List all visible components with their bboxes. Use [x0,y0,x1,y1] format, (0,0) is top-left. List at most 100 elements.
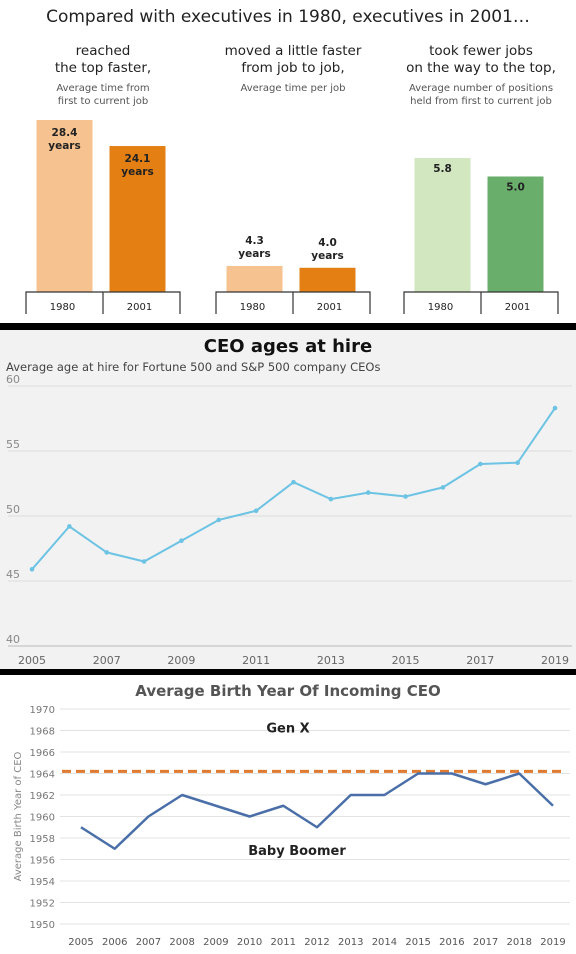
age-data-point [515,460,520,465]
bar-2001 [299,267,356,292]
bar-value-label: 24.1 [125,153,151,165]
group-subtitle-line: Average time per job [240,83,345,94]
bar-1980 [36,120,93,292]
x-tick-label: 2015 [392,654,420,667]
bar-value-label: years [238,248,270,260]
bar-1980 [226,265,283,292]
y-tick-label: 50 [6,503,20,516]
executive-comparison-panel: Compared with executives in 1980, execut… [0,0,576,323]
x-tick-label: 2009 [167,654,195,667]
panel1-title: Compared with executives in 1980, execut… [46,7,530,27]
group-heading-line: moved a little faster [225,43,362,59]
bar-category-label: 2001 [127,302,152,313]
x-tick-label: 2011 [271,937,296,948]
age-data-point [216,517,222,523]
x-tick-label: 2018 [507,937,532,948]
gen-x-annotation: Gen X [266,722,309,737]
x-tick-label: 2015 [405,937,430,948]
y-tick-label: 45 [6,568,20,581]
x-tick-label: 2013 [338,937,363,948]
y-tick-label: 1960 [30,813,55,824]
x-tick-label: 2006 [102,937,127,948]
x-tick-label: 2008 [169,937,194,948]
x-tick-label: 2013 [317,654,345,667]
category-bracket [25,291,181,314]
group-subtitle-line: Average time from [56,83,149,94]
x-tick-label: 2007 [136,937,161,948]
age-data-point [179,538,184,543]
y-tick-label: 1954 [30,877,55,888]
group-subtitle-line: Average number of positions [409,83,553,94]
bar-value-label: 5.0 [506,181,525,193]
bar-category-label: 1980 [50,302,75,313]
y-tick-label: 55 [6,438,20,451]
group-heading-line: took fewer jobs [429,43,533,59]
bar-category-label: 1980 [240,302,265,313]
x-tick-label: 2010 [237,937,262,948]
x-tick-label: 2005 [18,654,46,667]
bar-value-label: years [48,140,80,152]
y-tick-label: 1968 [30,727,55,738]
baby-boomer-annotation: Baby Boomer [248,844,346,859]
age-data-point [403,494,408,499]
bar-value-label: years [121,166,153,178]
y-tick-label: 1956 [30,856,55,867]
group-heading-line: on the way to the top, [406,60,556,76]
age-data-point [253,508,259,514]
x-tick-label: 2009 [203,937,228,948]
age-data-point [141,559,147,564]
panel2-subtitle: Average age at hire for Fortune 500 and … [6,360,380,374]
x-tick-label: 2019 [540,937,565,948]
category-bracket [215,291,371,314]
executive-comparison-chart: Compared with executives in 1980, execut… [25,7,559,314]
age-data-point [365,490,371,495]
panel3-title: Average Birth Year Of Incoming CEO [135,682,441,700]
y-tick-label: 1950 [30,920,55,931]
bar-value-label: years [311,250,343,262]
bar-value-label: 28.4 [52,127,78,139]
age-data-point [104,550,110,555]
y-tick-label: 60 [6,373,20,386]
y-tick-label: 1966 [30,748,55,759]
bar-2001 [109,146,166,292]
bar-category-label: 2001 [505,302,530,313]
panel2-title: CEO ages at hire [204,336,372,357]
x-tick-label: 2007 [93,654,121,667]
x-tick-label: 2016 [439,937,464,948]
age-series-line [31,407,556,570]
x-tick-label: 2017 [466,654,494,667]
y-tick-label: 1970 [30,705,55,716]
x-tick-label: 2011 [242,654,270,667]
group-subtitle-line: held from first to current job [410,96,552,107]
age-data-point [328,496,334,502]
birth-year-panel: Average Birth Year Of Incoming CEO 1950 1… [0,675,576,954]
bar-value-label: 4.0 [318,237,337,249]
x-tick-label: 2017 [473,937,498,948]
age-data-point [477,461,483,467]
birth-year-series-line [80,772,554,850]
age-data-point [29,567,35,572]
bar-category-label: 1980 [428,302,453,313]
category-bracket [403,291,559,314]
y-tick-label: 1952 [30,899,55,910]
y-tick-label: 1964 [30,770,55,781]
x-tick-label: 2005 [68,937,93,948]
ceo-age-line-chart: CEO ages at hire Average age at hire for… [6,336,572,667]
bar-1980 [414,158,471,292]
x-tick-label: 2019 [541,654,569,667]
x-tick-label: 2014 [372,937,397,948]
y-tick-label: 1962 [30,791,55,802]
group-heading-line: from job to job, [241,60,344,76]
x-tick-label: 2012 [304,937,329,948]
bar-category-label: 2001 [317,302,342,313]
age-data-point [440,485,446,490]
y-axis-label: Average Birth Year of CEO [13,751,24,881]
bar-2001 [487,176,544,292]
birth-year-line-chart: Average Birth Year Of Incoming CEO 1950 1… [13,682,570,948]
y-tick-label: 1958 [30,834,55,845]
group-subtitle-line: first to current job [58,96,148,107]
bar-value-label: 4.3 [245,235,264,247]
group-heading-line: the top faster, [55,60,151,76]
y-tick-label: 40 [6,633,20,646]
ceo-age-panel: CEO ages at hire Average age at hire for… [0,330,576,669]
